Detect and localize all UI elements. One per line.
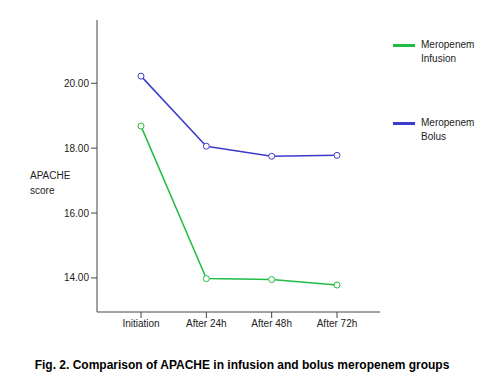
html-text:Fig. 2. Comparison of APACHE i: Fig. 2. Comparison of APACHE in infusion… xyxy=(34,358,450,372)
html-text:APACHE score: APACHE score xyxy=(30,170,71,196)
html-text:Meropenem Bolus: Meropenem Bolus xyxy=(421,117,475,142)
svg-text:After 72h: After 72h xyxy=(317,318,358,329)
svg-text:Initiation: Initiation xyxy=(122,318,159,329)
svg-text:16.00: 16.00 xyxy=(64,208,89,219)
svg-text:After 48h: After 48h xyxy=(251,318,292,329)
svg-text:20.00: 20.00 xyxy=(64,78,89,89)
svg-text:After 24h: After 24h xyxy=(186,318,227,329)
svg-text:18.00: 18.00 xyxy=(64,143,89,154)
html-text:Meropenem Infusion: Meropenem Infusion xyxy=(421,39,475,64)
svg-text:14.00: 14.00 xyxy=(64,272,89,283)
